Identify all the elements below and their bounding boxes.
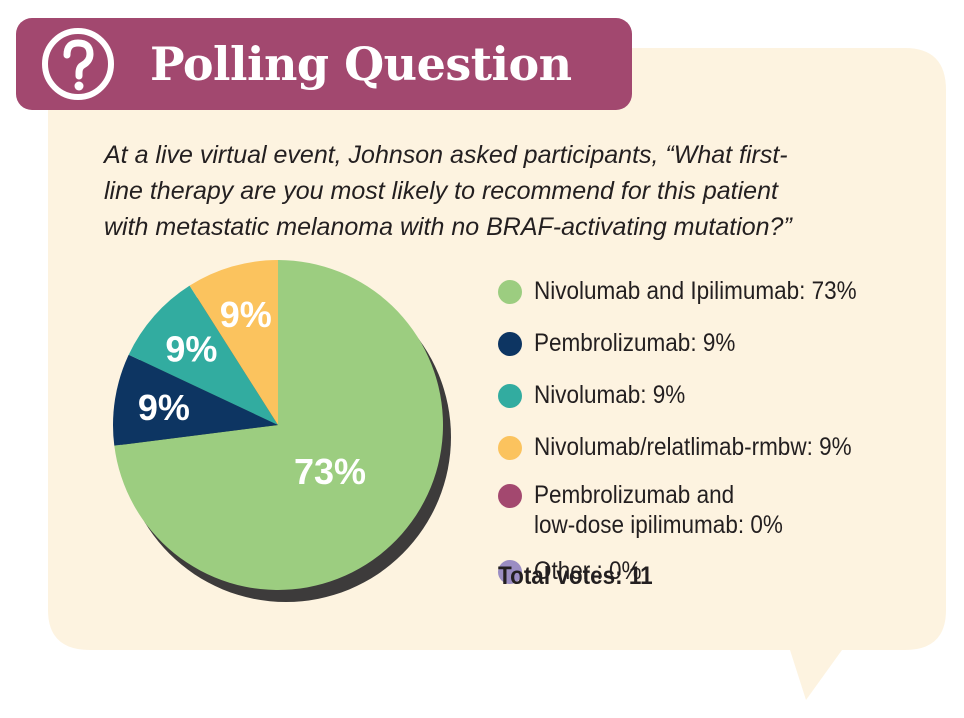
question-text: At a live virtual event, Johnson asked p…: [104, 137, 904, 245]
pie-slice: [113, 354, 279, 446]
legend-item: Pembrolizumab and low-dose ipilimumab: 0%: [498, 480, 938, 540]
total-votes: Total votes: 11: [498, 562, 653, 590]
question-line: At a live virtual event, Johnson asked p…: [104, 141, 788, 169]
legend-label: Pembrolizumab and: [534, 481, 735, 509]
legend-dot: [498, 280, 522, 304]
slice-label: 73%: [294, 451, 366, 492]
legend-item: Other : 0%: [498, 556, 938, 586]
page-title: Polling Question: [150, 37, 572, 91]
question-line: with metastatic melanoma with no BRAF-ac…: [104, 213, 792, 241]
legend-item: Nivolumab/relatlimab-rmbw: 9%: [498, 432, 938, 462]
slice-label: 9%: [138, 387, 190, 428]
pie-slice: [128, 285, 278, 425]
legend-item: Pembrolizumab: 9%: [498, 328, 938, 358]
legend-label: low-dose ipilimumab: 0%: [534, 511, 783, 539]
pie-slice: [189, 260, 278, 425]
legend-item: Nivolumab and Ipilimumab: 73%: [498, 276, 938, 306]
title-banner: [16, 18, 632, 110]
pie-slice: [114, 260, 443, 590]
legend-label: Other : 0%: [534, 557, 642, 585]
legend-label: Nivolumab/relatlimab-rmbw: 9%: [534, 433, 852, 461]
legend-dot: [498, 436, 522, 460]
legend-item: Nivolumab: 9%: [498, 380, 938, 410]
slice-label: 9%: [220, 294, 272, 335]
legend-label: Nivolumab and Ipilimumab: 73%: [534, 277, 857, 305]
legend-dot: [498, 384, 522, 408]
legend-dot: [498, 484, 522, 508]
chart-legend: Nivolumab and Ipilimumab: 73% Pembrolizum…: [498, 276, 938, 586]
legend-dot: [498, 560, 522, 584]
legend-dot: [498, 332, 522, 356]
legend-label: Pembrolizumab: 9%: [534, 329, 736, 357]
question-mark-icon: [42, 28, 114, 100]
pie-chart: 73%9%9%9%: [113, 260, 451, 602]
question-line: line therapy are you most likely to reco…: [104, 177, 778, 205]
legend-label: Nivolumab: 9%: [534, 381, 686, 409]
slice-label: 9%: [165, 329, 217, 370]
